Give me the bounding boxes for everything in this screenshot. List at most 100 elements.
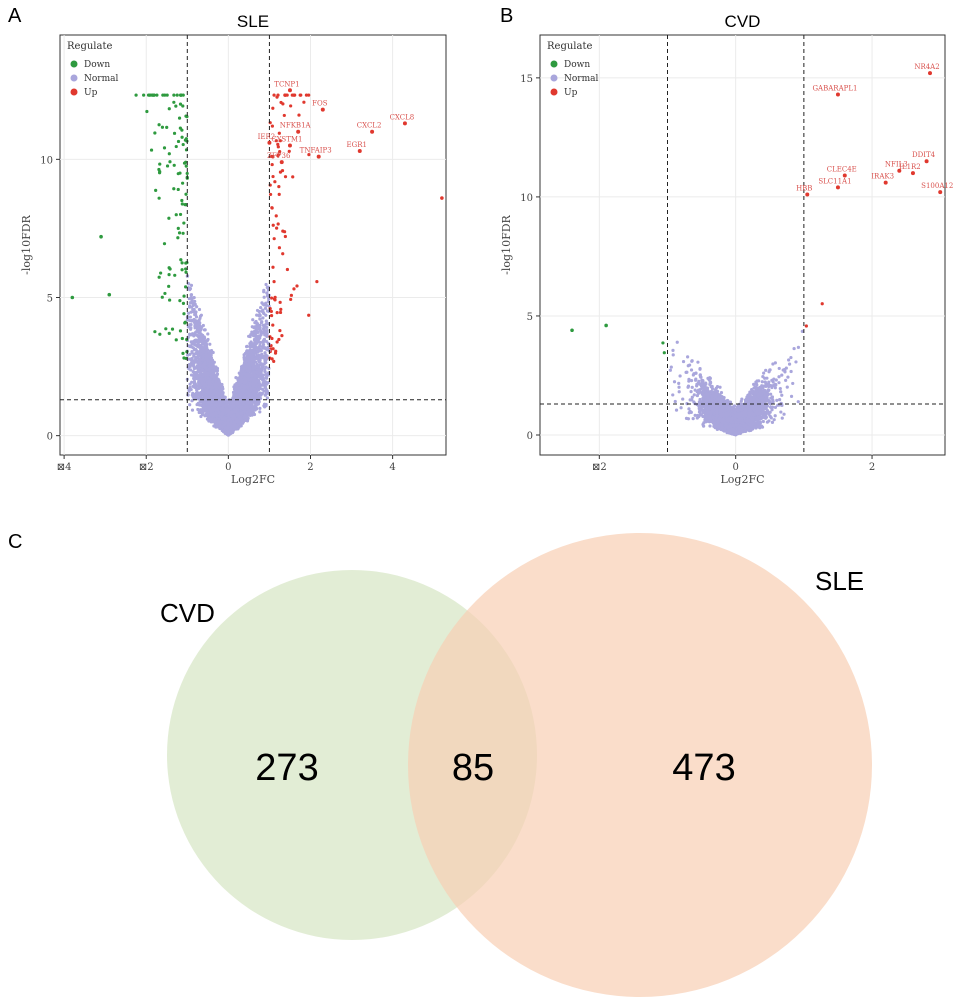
point-normal bbox=[261, 365, 265, 369]
point-down bbox=[181, 142, 185, 147]
point-down bbox=[142, 93, 146, 97]
point-down bbox=[184, 164, 188, 168]
point-up bbox=[278, 150, 282, 154]
point-down bbox=[174, 338, 178, 342]
point-down bbox=[162, 242, 167, 246]
point-up bbox=[282, 113, 286, 118]
point-up bbox=[276, 93, 280, 97]
point-up bbox=[277, 192, 281, 196]
point-down bbox=[165, 93, 169, 97]
point-up bbox=[272, 237, 276, 241]
point-down bbox=[185, 171, 189, 176]
point-up bbox=[304, 93, 309, 97]
x-tick-label: ⊠2 bbox=[139, 462, 154, 473]
point-down bbox=[182, 312, 186, 316]
point-normal bbox=[264, 282, 268, 287]
point-normal bbox=[262, 402, 267, 406]
point-normal bbox=[188, 304, 192, 308]
point-normal bbox=[244, 345, 249, 349]
point-normal bbox=[264, 360, 268, 365]
point-down bbox=[145, 109, 149, 114]
point-down bbox=[167, 273, 171, 277]
point-normal bbox=[255, 308, 260, 313]
point-normal bbox=[262, 295, 266, 299]
point-up bbox=[299, 93, 303, 97]
point-normal bbox=[252, 337, 257, 342]
point-up bbox=[275, 311, 279, 315]
point-up bbox=[281, 229, 285, 233]
point-down bbox=[178, 212, 183, 217]
point-normal bbox=[251, 318, 255, 322]
point-down bbox=[172, 93, 176, 97]
point-normal bbox=[192, 377, 197, 381]
point-down bbox=[182, 221, 186, 225]
point-up bbox=[273, 351, 278, 355]
point-normal bbox=[261, 308, 265, 312]
panel-label-c: C bbox=[8, 531, 22, 553]
point-normal bbox=[257, 327, 261, 331]
point-up bbox=[273, 298, 277, 302]
point-normal bbox=[264, 313, 268, 317]
point-normal bbox=[186, 311, 191, 315]
point-normal bbox=[264, 376, 269, 380]
point-normal bbox=[198, 316, 202, 320]
point-normal bbox=[264, 372, 268, 377]
point-down bbox=[167, 284, 171, 288]
point-normal bbox=[265, 291, 269, 295]
y-tick-label: 5 bbox=[47, 294, 53, 305]
point-normal bbox=[260, 375, 264, 379]
point-up bbox=[270, 124, 274, 128]
point-normal bbox=[263, 351, 267, 355]
panel-label-a: A bbox=[8, 5, 22, 27]
point-down bbox=[174, 213, 178, 217]
point-down bbox=[183, 321, 187, 325]
point-normal bbox=[189, 283, 194, 287]
point-up bbox=[277, 184, 281, 189]
point-normal bbox=[258, 317, 262, 321]
point-down bbox=[174, 144, 178, 149]
point-down bbox=[167, 152, 171, 156]
point-normal bbox=[264, 322, 268, 326]
point-down bbox=[176, 139, 181, 144]
point-up bbox=[268, 192, 273, 197]
point-normal bbox=[255, 313, 259, 317]
point-up bbox=[283, 175, 288, 179]
point-up bbox=[279, 307, 283, 311]
x-tick-label: 4 bbox=[389, 462, 395, 473]
point-up bbox=[292, 287, 296, 291]
point-normal bbox=[249, 340, 253, 344]
point-up bbox=[269, 309, 273, 314]
y-tick-label: 0 bbox=[47, 432, 53, 443]
point-down bbox=[181, 181, 185, 185]
x-tick-label: 0 bbox=[225, 462, 231, 473]
point-normal bbox=[201, 342, 206, 346]
point-down bbox=[153, 330, 157, 334]
point-down bbox=[177, 116, 182, 120]
point-down bbox=[181, 231, 185, 235]
point-up bbox=[280, 168, 285, 173]
point-normal bbox=[189, 326, 193, 330]
point-up bbox=[287, 149, 291, 153]
point-down bbox=[172, 187, 176, 191]
point-up bbox=[276, 222, 280, 226]
point-normal bbox=[265, 396, 269, 400]
point-normal bbox=[194, 315, 199, 319]
point-down bbox=[172, 163, 176, 167]
point-normal bbox=[189, 323, 193, 327]
point-down bbox=[178, 329, 183, 333]
point-down bbox=[176, 226, 180, 230]
point-up bbox=[270, 336, 274, 341]
point-up bbox=[278, 310, 283, 315]
point-normal bbox=[258, 406, 262, 410]
point-down bbox=[157, 196, 161, 200]
point-down bbox=[177, 231, 182, 235]
point-up bbox=[277, 246, 282, 250]
point-normal bbox=[261, 311, 265, 315]
point-down bbox=[160, 295, 164, 299]
point-normal bbox=[195, 387, 199, 391]
point-up bbox=[283, 234, 287, 239]
point-up bbox=[281, 102, 285, 106]
point-down bbox=[181, 301, 186, 306]
point-down bbox=[167, 331, 171, 335]
